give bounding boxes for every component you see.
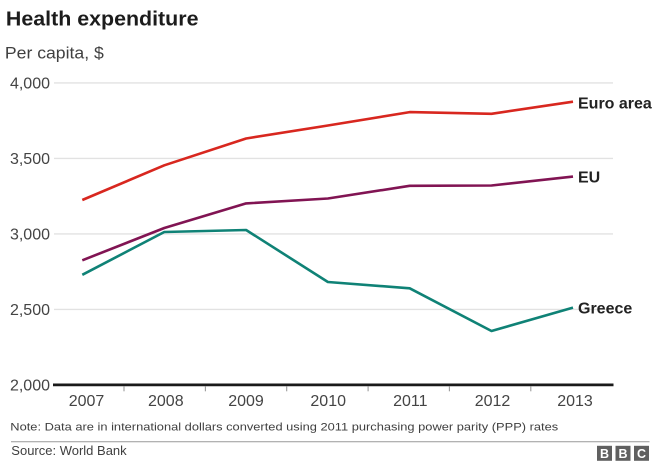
svg-text:2011: 2011 — [393, 393, 428, 410]
svg-text:2007: 2007 — [69, 393, 105, 410]
svg-text:2012: 2012 — [475, 393, 511, 410]
svg-text:Euro area: Euro area — [578, 95, 652, 112]
svg-text:2009: 2009 — [228, 393, 264, 410]
svg-text:B: B — [618, 447, 627, 461]
svg-text:3,000: 3,000 — [10, 227, 50, 244]
svg-text:2008: 2008 — [148, 393, 184, 410]
svg-text:4,000: 4,000 — [10, 76, 50, 93]
svg-text:2,000: 2,000 — [10, 378, 50, 395]
svg-text:2010: 2010 — [310, 393, 346, 410]
svg-text:Greece: Greece — [578, 301, 632, 318]
svg-text:Health expenditure: Health expenditure — [6, 8, 199, 30]
svg-text:B: B — [600, 447, 609, 461]
svg-text:2,500: 2,500 — [10, 302, 50, 319]
svg-text:Note: Data are in internationa: Note: Data are in international dollars … — [10, 420, 558, 433]
svg-text:3,500: 3,500 — [10, 151, 50, 168]
svg-text:C: C — [637, 447, 646, 461]
svg-text:2013: 2013 — [557, 393, 593, 410]
svg-text:Per capita, $: Per capita, $ — [5, 44, 104, 62]
svg-text:Source: World Bank: Source: World Bank — [11, 443, 127, 458]
svg-text:EU: EU — [578, 169, 600, 186]
